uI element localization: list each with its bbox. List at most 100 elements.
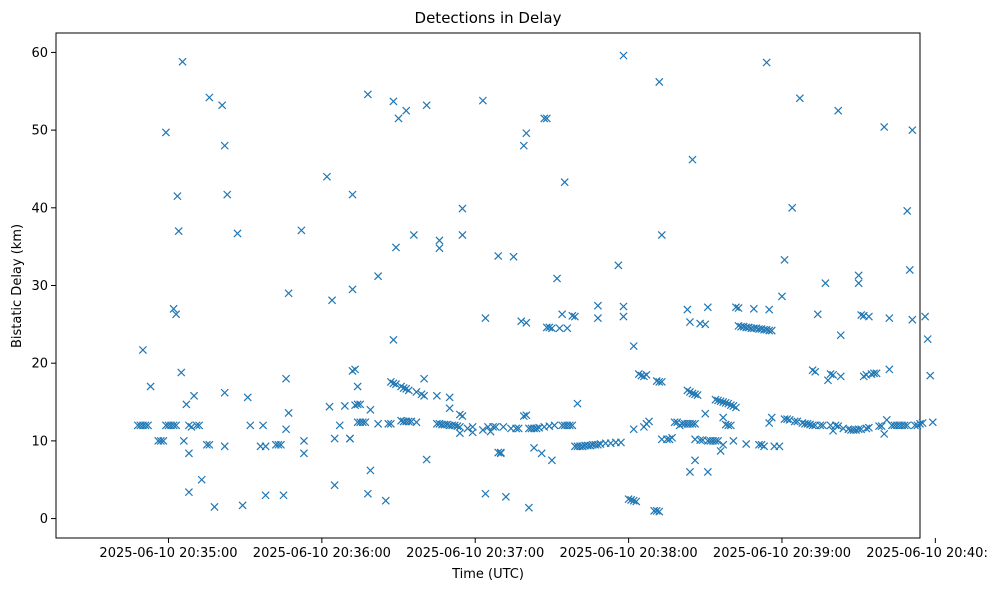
data-point — [345, 434, 354, 443]
data-point — [836, 372, 845, 381]
data-point — [184, 488, 193, 497]
data-point — [877, 422, 886, 431]
data-point — [445, 393, 454, 402]
data-point — [261, 491, 270, 500]
data-point — [404, 386, 413, 395]
data-point — [719, 440, 728, 449]
data-point — [903, 206, 912, 215]
data-point — [404, 417, 413, 426]
data-point — [864, 312, 873, 321]
data-point — [458, 230, 467, 240]
data-point — [593, 301, 602, 310]
data-point — [205, 440, 214, 449]
x-tick-label: 2025-06-10 20:35:00 — [99, 546, 237, 561]
data-point — [220, 388, 229, 397]
data-point — [854, 279, 863, 288]
data-point — [928, 418, 937, 427]
data-point — [299, 436, 308, 445]
data-point — [261, 442, 270, 451]
data-point — [765, 418, 774, 428]
data-point — [854, 425, 863, 434]
data-point — [808, 421, 817, 430]
data-point — [573, 399, 582, 408]
data-point — [174, 227, 183, 236]
data-point — [875, 422, 884, 431]
data-point — [885, 365, 894, 374]
data-point — [238, 501, 247, 510]
data-point — [629, 496, 638, 505]
data-point — [691, 419, 700, 428]
data-point — [547, 456, 556, 465]
data-point — [353, 382, 362, 391]
data-point — [284, 289, 293, 298]
data-point — [691, 390, 700, 399]
data-point — [854, 271, 863, 280]
data-point — [381, 496, 390, 505]
data-point — [450, 421, 459, 430]
data-point — [691, 456, 700, 465]
data-point — [721, 398, 730, 407]
y-tick-label: 30 — [31, 279, 48, 294]
data-point — [156, 436, 165, 445]
data-point — [765, 326, 774, 335]
data-point — [703, 467, 712, 476]
data-point — [282, 374, 291, 383]
data-point — [519, 411, 528, 421]
x-tick-label: 2025-06-10 20:36:00 — [253, 546, 391, 561]
data-point — [409, 230, 418, 240]
data-point — [179, 436, 188, 445]
data-point — [803, 419, 812, 428]
data-point — [138, 345, 147, 355]
data-point — [389, 379, 398, 388]
data-point — [499, 422, 508, 431]
data-point — [714, 436, 723, 445]
data-point — [616, 438, 625, 447]
data-point — [834, 422, 843, 431]
data-point — [552, 274, 562, 283]
data-point — [711, 436, 720, 445]
data-point — [788, 203, 797, 212]
data-point — [785, 415, 794, 424]
y-tick-label: 20 — [31, 357, 48, 372]
data-point — [412, 418, 421, 427]
data-point — [857, 310, 866, 320]
data-point — [384, 419, 393, 428]
data-point — [688, 419, 697, 428]
data-point — [330, 434, 339, 443]
x-tick-label: 2025-06-10 20:37:00 — [406, 546, 544, 561]
data-point — [366, 466, 375, 475]
data-point — [719, 413, 728, 422]
data-point — [685, 467, 694, 476]
data-point — [161, 128, 170, 137]
data-point — [529, 443, 539, 452]
data-point — [496, 449, 505, 458]
data-point — [519, 141, 528, 150]
data-point — [923, 335, 932, 344]
data-point — [282, 425, 291, 434]
data-point — [921, 312, 930, 321]
data-point — [223, 190, 232, 199]
data-point — [169, 421, 178, 430]
data-point — [374, 419, 383, 428]
data-point — [374, 272, 383, 281]
data-point — [619, 302, 628, 311]
data-point — [908, 126, 917, 135]
data-point — [568, 421, 577, 430]
data-point — [645, 417, 654, 426]
data-point — [356, 400, 365, 409]
data-point — [478, 425, 487, 435]
data-point — [767, 326, 776, 335]
data-point — [358, 418, 367, 427]
data-point — [540, 114, 549, 123]
data-point — [173, 192, 182, 201]
data-point — [568, 311, 577, 320]
data-point — [233, 229, 242, 238]
data-point — [790, 417, 799, 426]
data-point — [749, 304, 758, 313]
data-point — [783, 415, 792, 424]
data-point — [570, 312, 579, 321]
data-point — [391, 380, 401, 389]
data-point — [159, 436, 168, 445]
data-point — [834, 106, 843, 115]
